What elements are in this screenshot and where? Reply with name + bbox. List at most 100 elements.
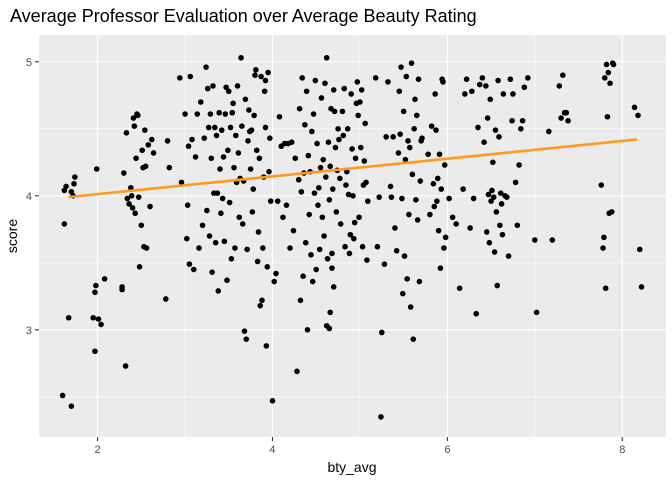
data-point xyxy=(556,83,563,89)
data-point xyxy=(256,155,263,162)
data-point xyxy=(509,117,515,124)
data-point xyxy=(363,179,369,186)
data-point xyxy=(442,234,449,241)
data-point xyxy=(378,414,384,420)
data-point xyxy=(238,54,244,61)
data-point xyxy=(228,255,235,262)
data-point xyxy=(475,124,481,131)
data-point xyxy=(344,126,351,132)
data-point xyxy=(483,83,489,89)
data-point xyxy=(61,221,68,227)
data-point xyxy=(218,210,224,217)
data-point xyxy=(372,75,379,81)
data-point xyxy=(463,76,470,83)
data-point xyxy=(342,243,348,250)
data-point xyxy=(196,245,202,251)
data-point xyxy=(93,282,99,289)
data-point xyxy=(230,100,236,107)
data-point xyxy=(327,163,334,170)
data-point xyxy=(404,276,410,282)
data-point xyxy=(242,96,249,103)
data-point xyxy=(241,328,248,334)
data-point xyxy=(395,150,402,156)
data-point xyxy=(267,198,274,204)
data-point xyxy=(243,336,250,342)
data-point xyxy=(330,284,337,290)
data-point xyxy=(211,124,218,131)
x-tick-label: 8 xyxy=(619,444,625,456)
data-point xyxy=(425,151,431,158)
data-point xyxy=(259,297,265,304)
data-point xyxy=(280,214,286,221)
data-point xyxy=(330,87,337,93)
data-point xyxy=(302,239,309,246)
data-point xyxy=(560,72,566,78)
data-point xyxy=(247,166,254,172)
data-point xyxy=(204,207,210,214)
data-point xyxy=(470,195,477,202)
data-point xyxy=(378,329,385,336)
data-point xyxy=(494,282,501,289)
data-point xyxy=(411,126,417,132)
data-point xyxy=(327,309,334,316)
data-point xyxy=(385,79,391,85)
data-point xyxy=(130,115,137,121)
data-point xyxy=(430,180,437,187)
data-point xyxy=(398,64,404,70)
data-point xyxy=(215,288,222,294)
data-point xyxy=(142,163,149,170)
data-point xyxy=(388,194,395,200)
data-point xyxy=(135,194,142,200)
data-point xyxy=(182,111,188,117)
data-point xyxy=(313,266,320,273)
data-point xyxy=(139,147,145,154)
data-point xyxy=(226,199,233,206)
data-point xyxy=(258,73,264,80)
data-point xyxy=(487,96,494,103)
data-point xyxy=(401,253,408,259)
data-point xyxy=(635,112,641,119)
y-tick-label: 3 xyxy=(26,325,32,337)
data-point xyxy=(519,117,526,124)
data-point xyxy=(142,127,148,133)
data-point xyxy=(68,403,75,409)
data-point xyxy=(343,182,349,188)
data-point xyxy=(345,191,352,198)
data-point xyxy=(249,209,256,215)
data-point xyxy=(262,77,269,84)
y-axis-label: score xyxy=(4,219,20,253)
data-point xyxy=(407,304,414,310)
data-point xyxy=(397,131,403,137)
data-point xyxy=(492,127,499,133)
data-point xyxy=(269,398,276,404)
data-point xyxy=(336,136,342,143)
data-point xyxy=(376,194,382,200)
data-point xyxy=(496,134,502,140)
data-point xyxy=(312,77,319,84)
data-point xyxy=(213,132,220,139)
data-point xyxy=(499,231,506,238)
data-point xyxy=(135,112,141,119)
data-point xyxy=(274,198,281,204)
data-point xyxy=(364,257,370,263)
data-point xyxy=(129,205,136,211)
data-point xyxy=(252,72,258,78)
data-point xyxy=(199,222,206,229)
data-point xyxy=(309,128,315,135)
data-point xyxy=(358,87,365,93)
data-point xyxy=(271,278,278,285)
data-point xyxy=(207,111,214,117)
data-point xyxy=(412,96,418,103)
data-point xyxy=(402,156,409,163)
data-point xyxy=(224,277,230,284)
data-point xyxy=(178,179,185,186)
data-point xyxy=(600,245,606,251)
data-point xyxy=(323,174,329,180)
data-point xyxy=(406,211,412,218)
data-point xyxy=(300,273,306,280)
data-point xyxy=(150,150,157,156)
data-point xyxy=(317,164,324,171)
data-point xyxy=(265,69,271,76)
data-point xyxy=(504,194,510,200)
data-point xyxy=(357,99,363,105)
